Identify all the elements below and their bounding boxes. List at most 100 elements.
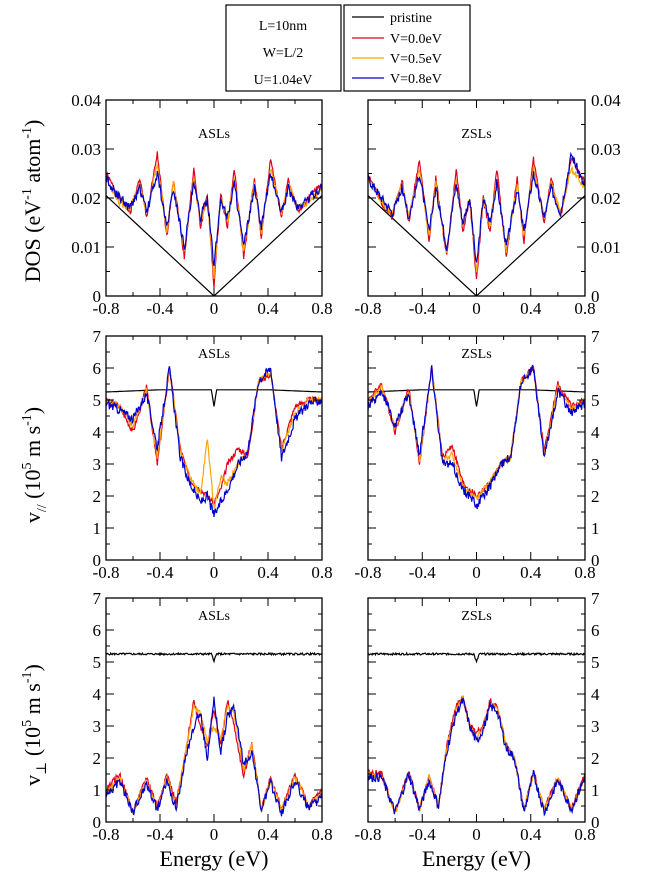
y-tick-label: 2 [591, 749, 600, 768]
x-tick-label: 0 [472, 563, 481, 582]
y-tick-label: 1 [93, 519, 102, 538]
x-tick-label: -0.8 [93, 299, 120, 318]
y-tick-label: 0.01 [71, 238, 101, 257]
x-tick-label: 0 [472, 299, 481, 318]
y-tick-label: 6 [93, 621, 102, 640]
x-tick-label: -0.4 [409, 825, 436, 844]
x-tick-label: -0.8 [355, 563, 382, 582]
y-tick-label: 2 [93, 487, 102, 506]
ylabel-vperp: v⊥ (105 m s-1) [20, 664, 50, 786]
x-tick-label: 0 [472, 825, 481, 844]
x-tick-label: 0.4 [520, 825, 542, 844]
series-v-0-8ev [368, 364, 585, 510]
y-tick-label: 0.03 [71, 140, 101, 159]
x-tick-label: -0.8 [93, 563, 120, 582]
x-axis-label: Energy (eV) [160, 846, 269, 871]
y-tick-label: 1 [591, 519, 600, 538]
x-tick-label: -0.4 [147, 563, 174, 582]
x-tick-label: 0.4 [257, 299, 279, 318]
x-tick-label: 0 [210, 299, 219, 318]
series-pristine [106, 389, 322, 407]
y-tick-label: 0 [591, 551, 600, 570]
x-tick-label: 0.8 [574, 825, 595, 844]
y-tick-label: 0.02 [71, 189, 101, 208]
y-tick-label: 7 [93, 327, 102, 346]
x-tick-label: -0.8 [355, 299, 382, 318]
x-tick-label: 0.8 [574, 299, 595, 318]
panel-title: ASLs [198, 127, 230, 142]
ylabel-dos: DOS (eV-1 atom-1) [20, 120, 45, 283]
x-tick-label: 0 [210, 563, 219, 582]
series-v-0-0ev [368, 365, 585, 499]
y-tick-label: 0.04 [71, 91, 101, 110]
y-tick-label: 4 [591, 685, 600, 704]
y-tick-label: 0.03 [591, 140, 621, 159]
series-v-0-5ev [368, 366, 585, 501]
x-tick-label: -0.4 [409, 299, 436, 318]
series-pristine [106, 195, 322, 296]
y-tick-label: 3 [93, 717, 102, 736]
y-tick-label: 1 [591, 781, 600, 800]
series-pristine [106, 651, 322, 664]
param-u: U=1.04eV [254, 73, 313, 88]
legend: pristine V=0.0eV V=0.5eV V=0.8eV [343, 4, 471, 92]
x-tick-label: 0.8 [311, 299, 332, 318]
y-tick-label: 3 [591, 717, 600, 736]
series-pristine [368, 389, 585, 407]
y-tick-label: 0 [93, 287, 102, 306]
y-tick-label: 4 [93, 423, 102, 442]
panel-title: ASLs [198, 609, 230, 624]
series-v-0-8ev [106, 170, 322, 266]
y-tick-label: 0 [93, 551, 102, 570]
series-v-0-8ev [368, 151, 585, 263]
y-tick-label: 6 [93, 359, 102, 378]
y-tick-label: 5 [93, 653, 102, 672]
panel-0-0: -0.8 -0.4 0 0.4 0.8 0 0.01 0.02 0.03 0.04 ASLs [71, 91, 332, 318]
x-tick-label: -0.4 [147, 825, 174, 844]
legend-label-pristine: pristine [390, 11, 432, 26]
plot-frame [105, 335, 323, 561]
y-tick-label: 1 [93, 781, 102, 800]
panels: -0.8 -0.4 0 0.4 0.800.010.020.030.04ASLs-0.8… [71, 91, 621, 871]
legend-label-v08: V=0.8eV [390, 72, 442, 87]
svg-text:v// (105 m s-1): v// (105 m s-1) [20, 407, 50, 523]
y-tick-label: 4 [93, 685, 102, 704]
y-tick-label: 5 [591, 653, 600, 672]
y-tick-label: 7 [591, 589, 600, 608]
x-tick-label: 0.8 [311, 563, 332, 582]
panel-title: ASLs [198, 347, 230, 362]
y-tick-label: 4 [591, 423, 600, 442]
panel-1-0: -0.8 -0.4 0 0.4 0.8 0 1 2 3 4 5 6 7 ASLs [93, 327, 333, 582]
x-tick-label: -0.4 [409, 563, 436, 582]
y-tick-label: 0 [93, 813, 102, 832]
panel-title: ZSLs [461, 347, 491, 362]
param-length: L=10nm [259, 19, 307, 34]
panel-title: ZSLs [461, 127, 491, 142]
legend-label-v05: V=0.5eV [390, 52, 442, 67]
series-v-0-8ev [368, 697, 585, 817]
x-tick-label: 0.4 [257, 825, 279, 844]
series-v-0-0ev [106, 151, 322, 289]
series-v-0-8ev [106, 366, 322, 517]
svg-text:DOS (eV-1 atom-1): DOS (eV-1 atom-1) [20, 120, 45, 283]
legend-label-v00: V=0.0eV [390, 32, 442, 47]
x-tick-label: 0.8 [311, 825, 332, 844]
y-tick-label: 2 [591, 487, 600, 506]
y-tick-label: 0.04 [591, 91, 621, 110]
x-tick-label: 0.4 [257, 563, 279, 582]
params-box: L=10nm W=L/2 U=1.04eV [225, 4, 342, 92]
y-tick-label: 5 [93, 391, 102, 410]
param-width: W=L/2 [263, 46, 304, 61]
x-tick-label: 0.4 [520, 299, 542, 318]
panel-title: ZSLs [461, 609, 491, 624]
y-tick-label: 3 [93, 455, 102, 474]
ylabel-vpar: v// (105 m s-1) [20, 407, 50, 523]
x-tick-label: -0.4 [147, 299, 174, 318]
y-tick-label: 3 [591, 455, 600, 474]
x-tick-label: -0.8 [93, 825, 120, 844]
series-pristine [368, 195, 585, 296]
